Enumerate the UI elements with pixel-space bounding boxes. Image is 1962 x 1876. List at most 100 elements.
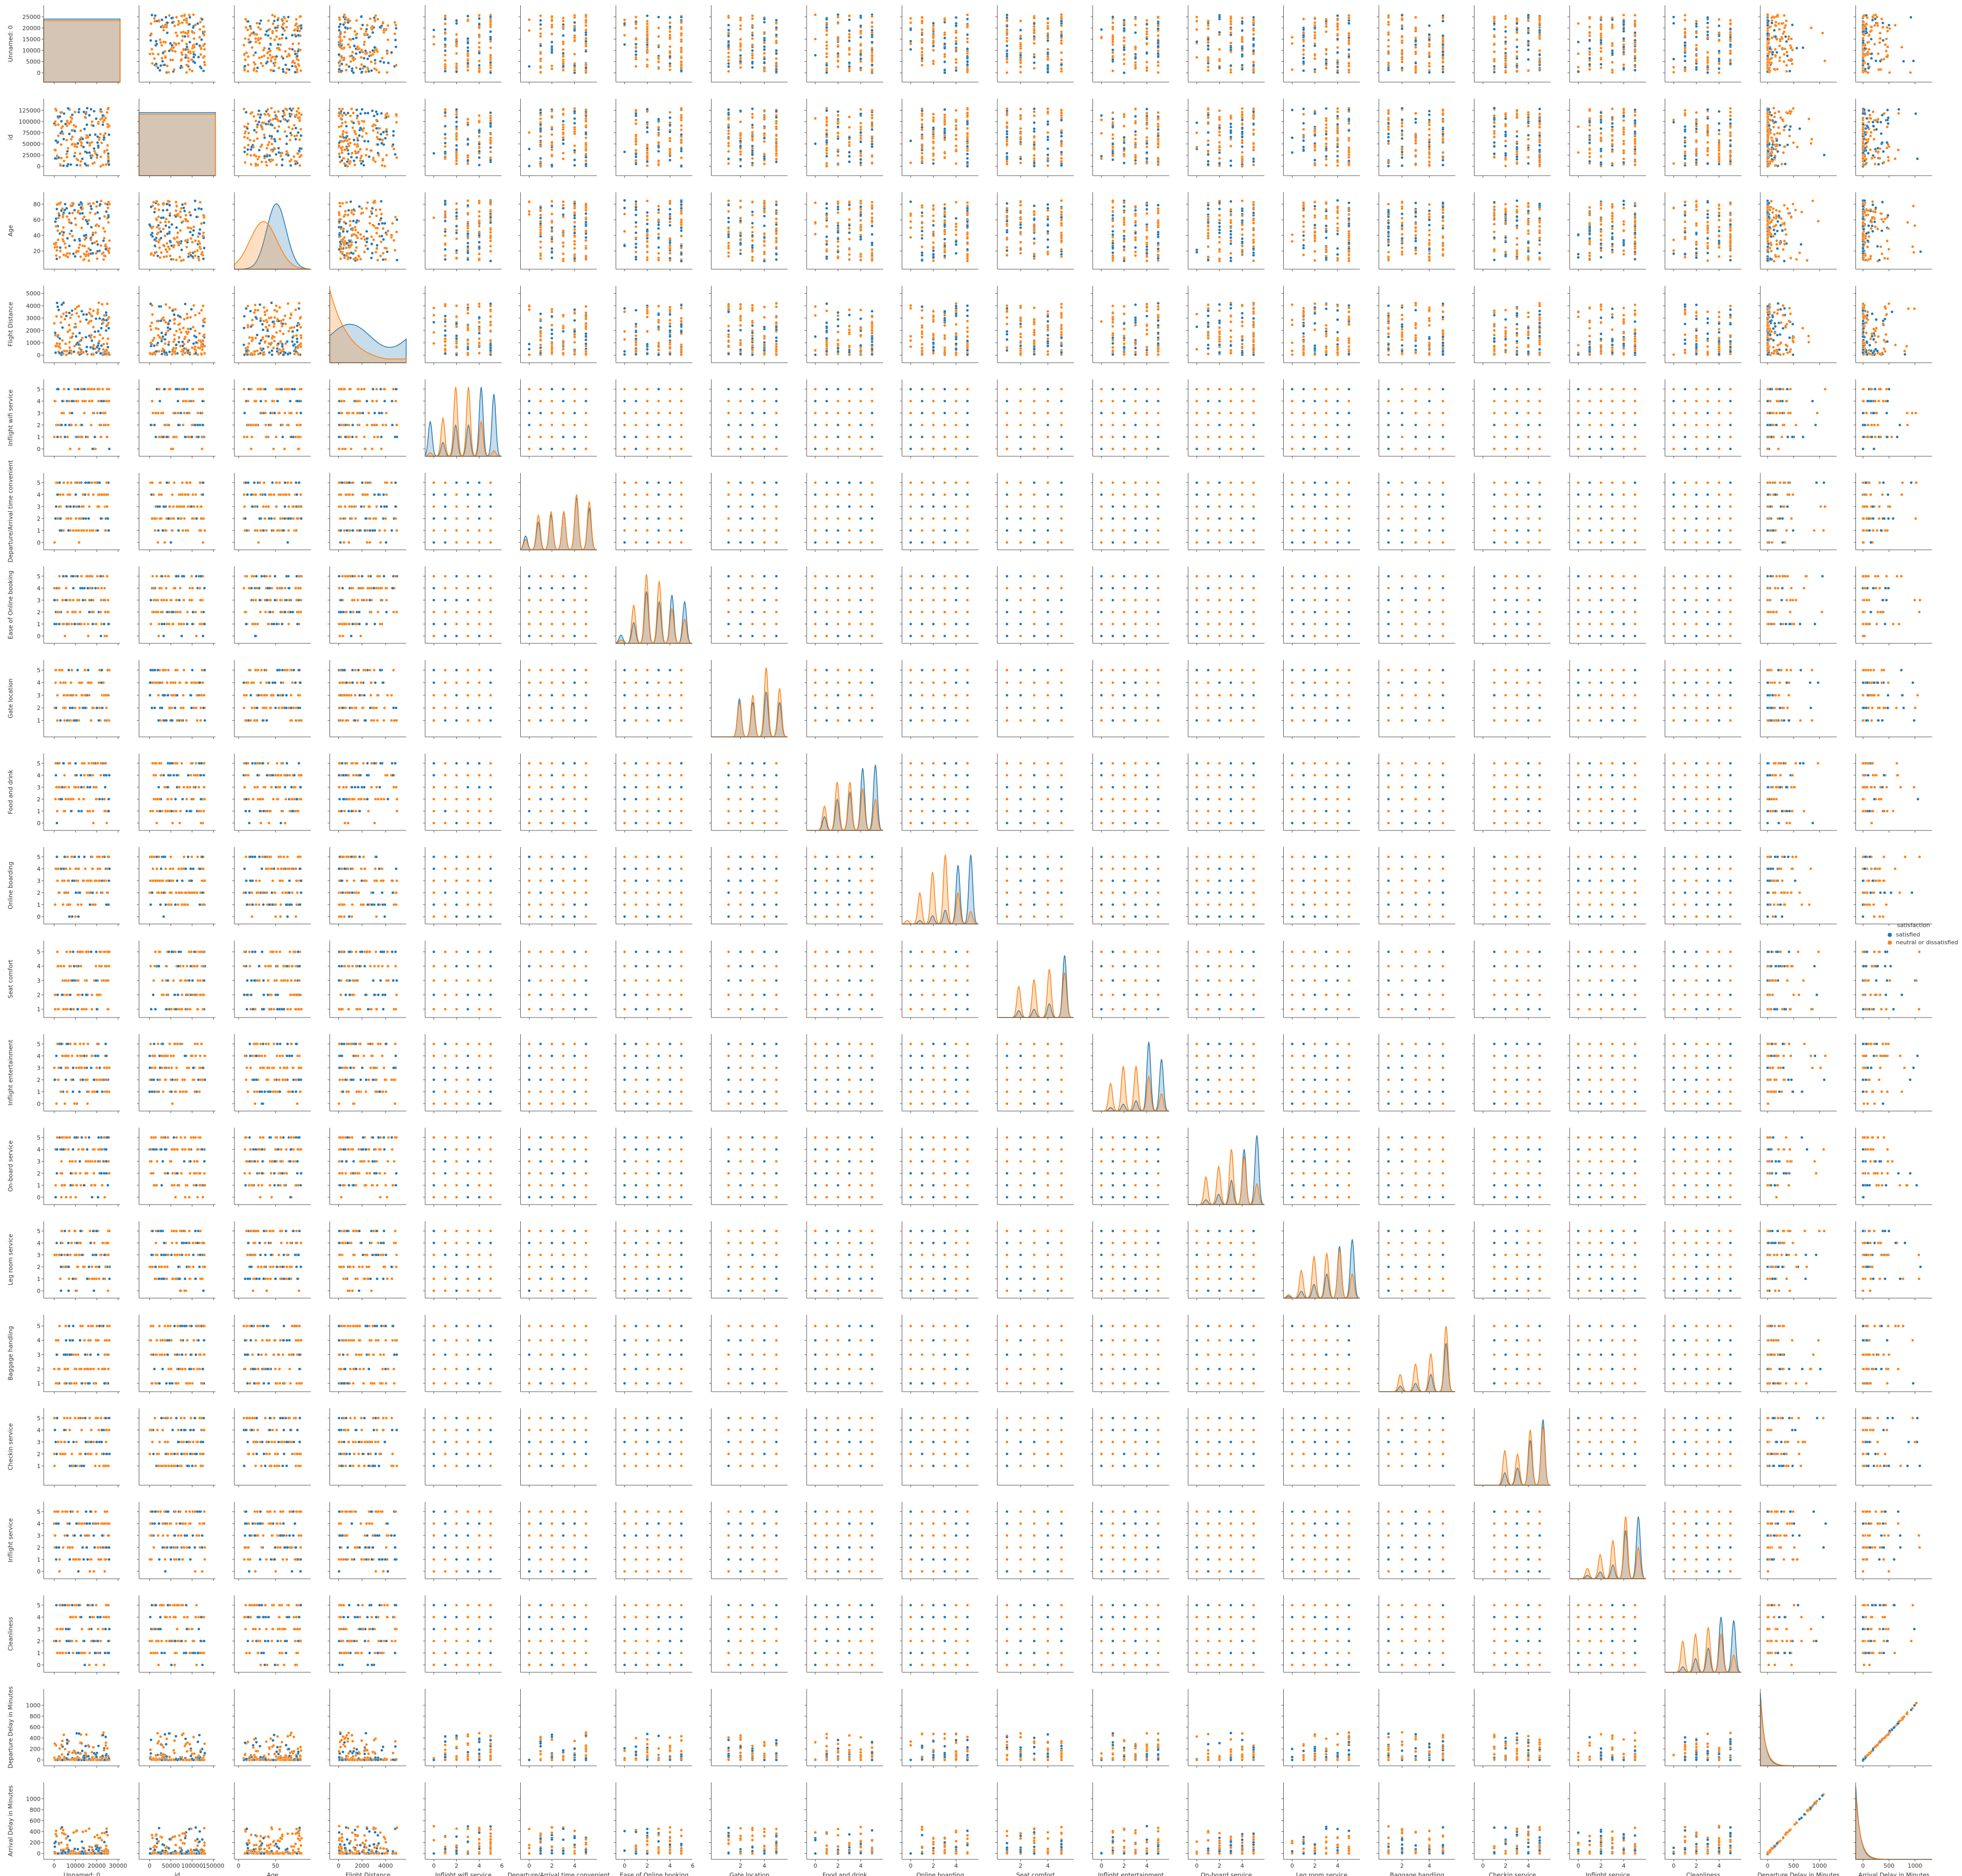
data-point bbox=[1313, 34, 1316, 37]
data-point bbox=[1207, 38, 1209, 41]
data-point bbox=[170, 17, 173, 19]
data-point bbox=[1047, 64, 1049, 67]
data-point bbox=[432, 29, 435, 31]
data-point bbox=[539, 71, 542, 73]
data-point bbox=[357, 48, 359, 50]
data-point bbox=[848, 61, 851, 64]
data-point bbox=[455, 38, 458, 41]
data-point bbox=[1767, 42, 1770, 45]
data-point bbox=[1428, 33, 1431, 36]
data-point bbox=[1611, 18, 1614, 21]
data-point bbox=[338, 53, 340, 56]
data-point bbox=[296, 55, 298, 57]
data-point bbox=[444, 18, 446, 20]
data-point bbox=[1684, 68, 1687, 71]
data-point bbox=[347, 43, 349, 46]
data-point bbox=[199, 21, 202, 23]
data-point bbox=[837, 14, 839, 16]
data-point bbox=[1252, 50, 1255, 52]
data-point bbox=[1718, 38, 1720, 41]
data-point bbox=[775, 68, 778, 71]
kde-neutral-or-dissatisfied bbox=[44, 21, 120, 82]
data-point bbox=[573, 29, 576, 31]
data-point bbox=[1790, 37, 1793, 40]
data-point bbox=[71, 143, 73, 146]
data-point bbox=[1006, 71, 1008, 74]
data-point bbox=[1348, 69, 1350, 71]
data-point bbox=[1134, 61, 1137, 64]
data-point bbox=[1634, 24, 1636, 27]
data-point bbox=[387, 38, 389, 41]
data-point bbox=[153, 20, 156, 22]
data-point bbox=[80, 129, 82, 132]
data-point bbox=[1493, 17, 1496, 20]
data-point bbox=[1901, 46, 1903, 48]
data-point bbox=[1527, 32, 1530, 34]
data-point bbox=[1006, 61, 1008, 63]
data-point bbox=[101, 114, 104, 117]
subplot-0-10 bbox=[995, 5, 1074, 84]
data-point bbox=[395, 64, 398, 67]
data-point bbox=[848, 33, 851, 35]
data-point bbox=[299, 69, 302, 72]
data-point bbox=[739, 60, 742, 63]
data-point bbox=[159, 38, 161, 41]
data-point bbox=[244, 37, 246, 40]
data-point bbox=[191, 58, 193, 61]
data-point bbox=[763, 58, 766, 60]
data-point bbox=[1112, 51, 1114, 54]
data-point bbox=[1442, 20, 1444, 22]
subplot-0-11 bbox=[1091, 5, 1169, 84]
data-point bbox=[157, 19, 160, 22]
data-point bbox=[247, 70, 249, 73]
data-point bbox=[364, 71, 367, 73]
data-point bbox=[1112, 36, 1114, 38]
data-point bbox=[202, 70, 205, 72]
data-point bbox=[1611, 61, 1614, 63]
data-point bbox=[1695, 44, 1697, 46]
data-point bbox=[966, 18, 969, 20]
data-point bbox=[161, 19, 163, 21]
data-point bbox=[444, 28, 446, 31]
data-point bbox=[1401, 49, 1403, 51]
data-point bbox=[160, 64, 162, 67]
data-point bbox=[943, 43, 946, 45]
data-point bbox=[1538, 54, 1541, 56]
data-point bbox=[200, 53, 202, 56]
data-point bbox=[284, 50, 287, 52]
data-point bbox=[1207, 65, 1209, 68]
data-point bbox=[95, 117, 98, 120]
data-point bbox=[1006, 28, 1008, 31]
data-point bbox=[266, 60, 269, 63]
data-point bbox=[157, 53, 160, 56]
data-point bbox=[573, 36, 576, 38]
data-point bbox=[1706, 36, 1709, 39]
data-point bbox=[1123, 39, 1125, 42]
data-point bbox=[775, 19, 778, 21]
data-point bbox=[74, 111, 76, 113]
data-point bbox=[1123, 28, 1125, 30]
data-point bbox=[763, 62, 766, 64]
data-point bbox=[1777, 22, 1780, 25]
data-point bbox=[910, 29, 912, 31]
data-point bbox=[837, 55, 839, 58]
data-point bbox=[1867, 67, 1870, 70]
data-point bbox=[444, 22, 446, 25]
data-point bbox=[177, 20, 180, 22]
data-point bbox=[1060, 24, 1063, 27]
data-point bbox=[1684, 44, 1687, 47]
data-point bbox=[370, 61, 373, 63]
data-point bbox=[1862, 20, 1864, 23]
data-point bbox=[1875, 60, 1877, 62]
data-point bbox=[193, 61, 196, 64]
data-point bbox=[763, 39, 766, 42]
data-point bbox=[96, 154, 98, 156]
data-point bbox=[1588, 63, 1591, 66]
data-point bbox=[271, 32, 274, 34]
data-point bbox=[185, 56, 187, 59]
data-point bbox=[1230, 17, 1232, 19]
data-point bbox=[256, 22, 258, 24]
data-point bbox=[1600, 28, 1602, 30]
data-point bbox=[60, 143, 62, 146]
data-point bbox=[966, 24, 969, 27]
